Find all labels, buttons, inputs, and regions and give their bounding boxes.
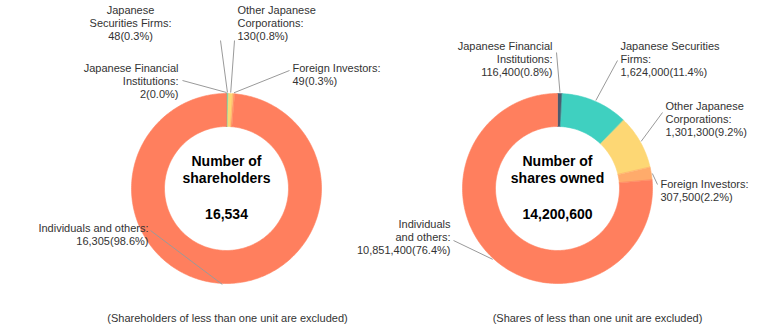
- svg-text:Number ofshares owned: Number ofshares owned: [511, 153, 604, 186]
- svg-text:(Shareholders of less than one: (Shareholders of less than one unit are …: [107, 312, 347, 324]
- svg-text:Japanese SecuritiesFirms:1,624: Japanese SecuritiesFirms:1,624,000(11.4%…: [621, 40, 721, 78]
- svg-text:Other JapaneseCorporations:1,3: Other JapaneseCorporations:1,301,300(9.2…: [666, 100, 747, 138]
- svg-text:Japanese FinancialInstitutions: Japanese FinancialInstitutions:116,400(0…: [458, 40, 553, 78]
- svg-text:Foreign Investors:49(0.3%): Foreign Investors:49(0.3%): [293, 62, 381, 87]
- svg-text:Other JapaneseCorporations:130: Other JapaneseCorporations:130(0.8%): [238, 4, 316, 42]
- svg-text:14,200,600: 14,200,600: [522, 206, 592, 222]
- svg-text:Individualsand others:10,851,4: Individualsand others:10,851,400(76.4%): [357, 218, 451, 256]
- svg-text:JapaneseSecurities Firms:48(0.: JapaneseSecurities Firms:48(0.3%): [90, 4, 172, 42]
- svg-text:Japanese FinancialInstitutions: Japanese FinancialInstitutions:2(0.0%): [84, 62, 179, 100]
- svg-text:Number ofshareholders: Number ofshareholders: [183, 153, 271, 186]
- svg-text:16,534: 16,534: [205, 206, 248, 222]
- svg-text:Foreign Investors:307,500(2.2%: Foreign Investors:307,500(2.2%): [661, 178, 749, 203]
- svg-text:Individuals and others:16,305(: Individuals and others:16,305(98.6%): [38, 222, 148, 247]
- svg-text:(Shares of less than one unit: (Shares of less than one unit are exclud…: [493, 312, 703, 324]
